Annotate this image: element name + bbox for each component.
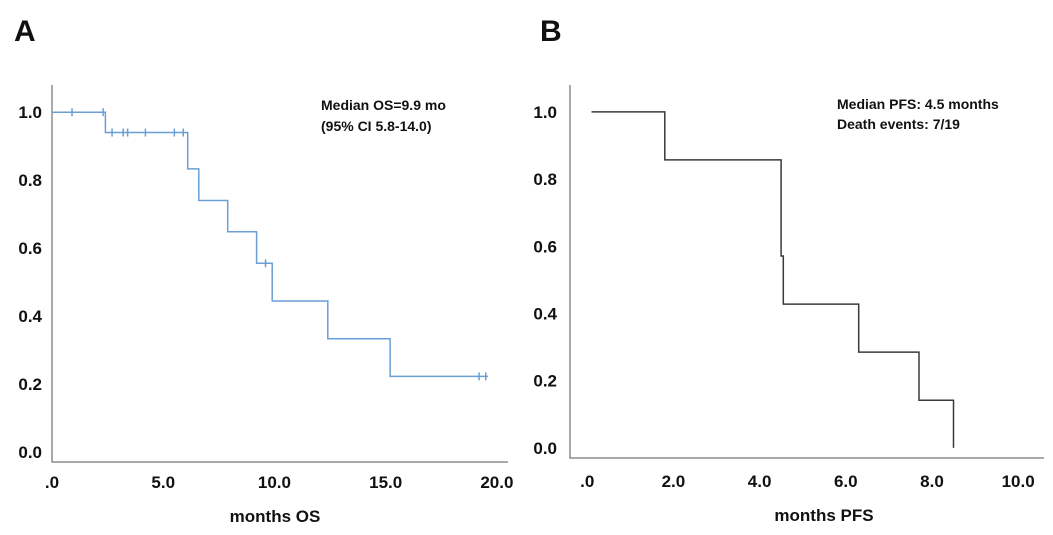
pfs-x-tick-label: 2.0 — [662, 472, 686, 491]
os-y-tick-label: 0.8 — [18, 171, 42, 190]
os-y-tick-label: 0.0 — [18, 443, 42, 462]
pfs-survival-curve — [591, 111, 955, 448]
pfs-y-tick-label: 0.2 — [533, 372, 557, 391]
pfs-annotation-median: Median PFS: 4.5 months — [837, 96, 999, 112]
os-annotation-ci: (95% CI 5.8-14.0) — [321, 118, 432, 134]
os-survival-curve — [52, 111, 488, 378]
pfs-x-tick-label: 4.0 — [748, 472, 772, 491]
pfs-y-tick-label: 0.8 — [533, 170, 557, 189]
os-y-tick-label: 0.6 — [18, 239, 42, 258]
os-x-tick-label: 20.0 — [480, 473, 513, 492]
os-x-tick-label: 5.0 — [151, 473, 175, 492]
os-axes — [51, 85, 508, 463]
pfs-x-tick-label: 10.0 — [1002, 472, 1035, 491]
pfs-x-tick-label: 6.0 — [834, 472, 858, 491]
panel-label-a: A — [14, 15, 36, 48]
os-y-tick-label: 0.2 — [18, 375, 42, 394]
panel-label-b: B — [540, 15, 562, 48]
pfs-y-tick-label: 1.0 — [533, 103, 557, 122]
os-y-tick-label: 1.0 — [18, 103, 42, 122]
pfs-axes — [569, 85, 1044, 459]
os-annotation-median: Median OS=9.9 mo — [321, 97, 446, 113]
os-y-tick-label: 0.4 — [18, 307, 42, 326]
pfs-x-axis-label: months PFS — [774, 506, 873, 525]
pfs-y-tick-label: 0.0 — [533, 439, 557, 458]
panel-b-pfs-chart: B 0.0 0.2 0.4 0.6 0.8 1.0 .0 2.0 4.0 6.0 8.0 10.0 M… — [526, 0, 1052, 535]
os-x-axis-label: months OS — [230, 507, 321, 526]
os-x-tick-label: 10.0 — [258, 473, 291, 492]
panel-a-os-chart: A 0.0 0.2 0.4 0.6 0.8 1.0 .0 5.0 10.0 15.0 20.0 Me… — [0, 0, 526, 535]
os-x-tick-label: 15.0 — [369, 473, 402, 492]
pfs-y-tick-label: 0.4 — [533, 305, 557, 324]
os-x-tick-label: .0 — [45, 473, 59, 492]
os-chart-svg: A 0.0 0.2 0.4 0.6 0.8 1.0 .0 5.0 10.0 15.0 20.0 Me… — [14, 15, 513, 526]
pfs-annotation-events: Death events: 7/19 — [837, 116, 960, 132]
pfs-y-tick-label: 0.6 — [533, 237, 557, 256]
pfs-x-tick-label: .0 — [580, 472, 594, 491]
pfs-x-tick-label: 8.0 — [920, 472, 944, 491]
pfs-chart-svg: B 0.0 0.2 0.4 0.6 0.8 1.0 .0 2.0 4.0 6.0 8.0 10.0 M… — [533, 15, 1044, 525]
